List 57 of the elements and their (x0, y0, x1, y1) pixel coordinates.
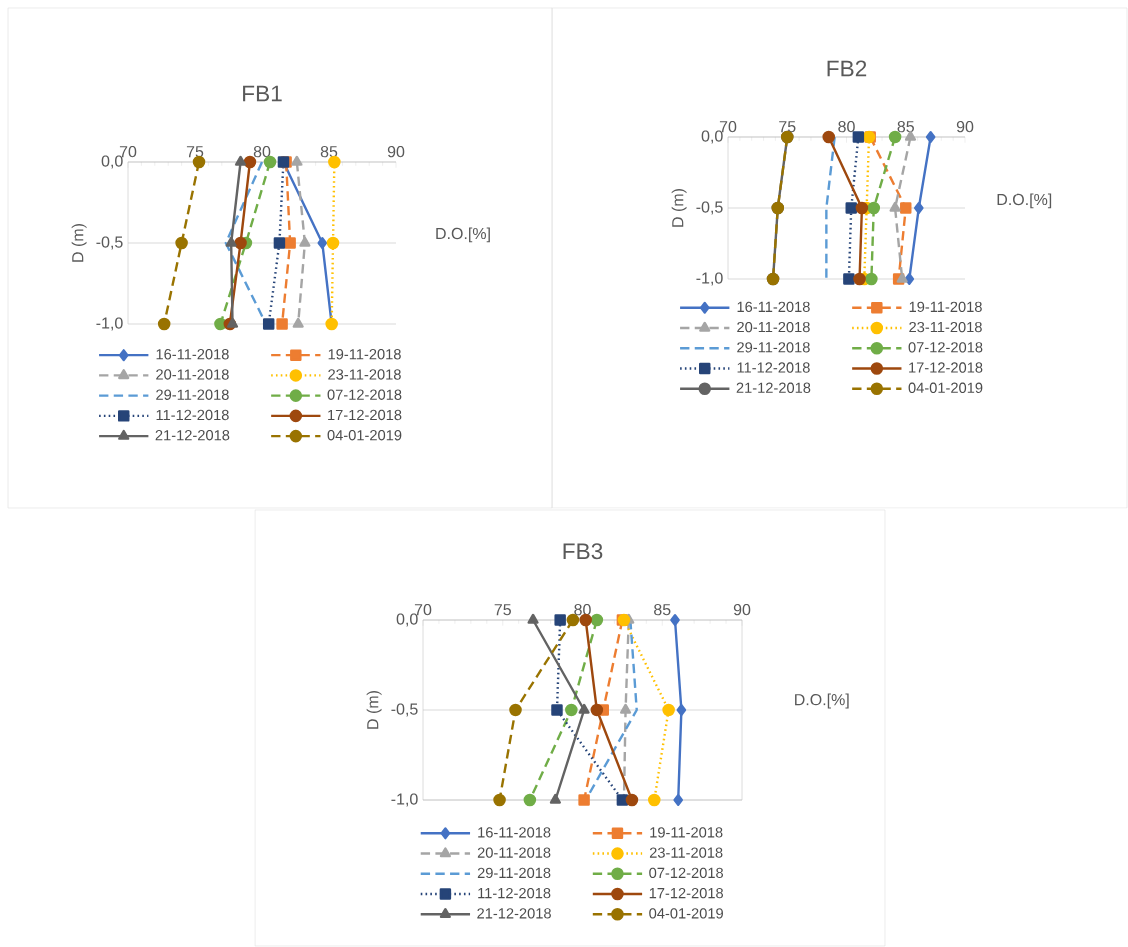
legend-label: 29-11-2018 (477, 867, 551, 879)
legend-label: 16-11-2018 (737, 301, 810, 313)
x-tick-label: 75 (779, 121, 796, 133)
x-tick-label: 90 (956, 120, 974, 133)
x-tick-label: 85 (320, 145, 338, 158)
legend-label: 21-12-2018 (477, 908, 551, 919)
y-tick-label: -1,0 (391, 793, 418, 807)
chart-title: FB2 (827, 60, 867, 77)
legend-label: 04-01-2019 (327, 430, 402, 441)
legend-label: 11-12-2018 (156, 409, 229, 421)
legend-label: 17-12-2018 (649, 887, 724, 899)
legend-label: 16-11-2018 (478, 827, 551, 838)
y-tick-label: -1,0 (696, 272, 723, 286)
y-tick-label: -0,5 (96, 236, 123, 250)
legend-label: 19-11-2018 (650, 827, 723, 838)
x-axis-title: D.O.[%] (997, 193, 1052, 209)
legend-label: 23-11-2018 (649, 847, 723, 858)
legend-label: 20-11-2018 (477, 847, 551, 858)
x-tick-label: 85 (897, 120, 914, 133)
x-axis-title: D.O.[%] (795, 693, 849, 709)
x-tick-label: 75 (494, 604, 511, 616)
legend-label: 20-11-2018 (156, 369, 229, 380)
y-tick-label: -1,0 (96, 317, 123, 331)
legend-label: 07-12-2018 (908, 342, 983, 353)
x-axis-title: D.O.[%] (436, 227, 490, 243)
legend-label: 04-01-2019 (649, 908, 723, 919)
legend-label: 07-12-2018 (327, 389, 402, 400)
legend-label: 23-11-2018 (909, 321, 982, 333)
chart-title: FB3 (563, 543, 603, 560)
legend-label: 19-11-2018 (328, 349, 401, 360)
y-axis-title: D (m) (71, 224, 87, 262)
chart-title: FB1 (243, 85, 282, 102)
y-tick-label: -0,5 (696, 201, 723, 215)
x-tick-label: 75 (186, 146, 204, 158)
legend-label: 16-11-2018 (156, 349, 229, 360)
legend-label: 29-11-2018 (737, 342, 810, 353)
legend-label: 07-12-2018 (649, 867, 724, 879)
legend-label: 21-12-2018 (736, 382, 811, 393)
x-tick-label: 90 (387, 145, 405, 158)
legend-label: 11-12-2018 (478, 887, 551, 899)
y-axis-title: D (m) (366, 691, 382, 729)
legend-label: 17-12-2018 (909, 362, 983, 373)
legend-label: 04-01-2019 (908, 382, 983, 393)
legend-label: 21-12-2018 (155, 430, 230, 441)
legend-label: 20-11-2018 (737, 321, 810, 333)
legend-label: 19-11-2018 (909, 301, 982, 313)
x-tick-label: 90 (733, 603, 751, 616)
x-tick-label: 80 (574, 603, 591, 616)
legend-label: 11-12-2018 (737, 362, 810, 373)
y-axis-title: D (m) (671, 189, 687, 227)
x-tick-label: 80 (253, 145, 271, 158)
legend-label: 29-11-2018 (156, 389, 229, 400)
y-tick-label: -0,5 (391, 703, 418, 717)
legend-label: 23-11-2018 (328, 369, 401, 380)
legend-label: 17-12-2018 (328, 409, 402, 421)
x-tick-label: 85 (654, 603, 671, 616)
x-tick-label: 80 (838, 120, 855, 133)
